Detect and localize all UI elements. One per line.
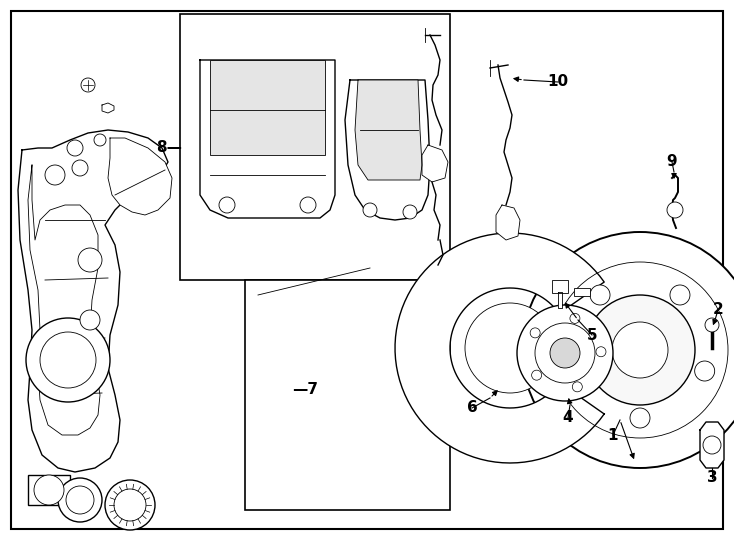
Bar — [574, 288, 590, 296]
Polygon shape — [355, 80, 422, 180]
Circle shape — [94, 134, 106, 146]
Text: 2: 2 — [713, 302, 724, 318]
Bar — [210, 60, 325, 155]
Bar — [28, 475, 70, 505]
Circle shape — [219, 197, 235, 213]
Circle shape — [705, 318, 719, 332]
Circle shape — [300, 197, 316, 213]
Circle shape — [703, 436, 721, 454]
Polygon shape — [200, 60, 335, 218]
Circle shape — [81, 78, 95, 92]
Circle shape — [517, 305, 613, 401]
Circle shape — [26, 318, 110, 402]
Polygon shape — [700, 422, 724, 468]
Polygon shape — [422, 145, 448, 182]
Circle shape — [80, 310, 100, 330]
Polygon shape — [108, 138, 172, 215]
Circle shape — [403, 205, 417, 219]
Polygon shape — [496, 205, 520, 240]
Circle shape — [630, 408, 650, 428]
Circle shape — [72, 160, 88, 176]
Text: 5: 5 — [586, 327, 597, 342]
Circle shape — [363, 203, 377, 217]
Polygon shape — [28, 165, 100, 435]
Circle shape — [552, 262, 728, 438]
Circle shape — [66, 486, 94, 514]
Circle shape — [67, 140, 83, 156]
Text: 1: 1 — [608, 428, 618, 442]
Circle shape — [670, 285, 690, 305]
Circle shape — [522, 232, 734, 468]
Text: 6: 6 — [467, 401, 477, 415]
Circle shape — [590, 285, 610, 305]
Text: 10: 10 — [548, 75, 569, 90]
Circle shape — [45, 165, 65, 185]
Polygon shape — [18, 130, 168, 472]
Circle shape — [530, 328, 540, 338]
Circle shape — [596, 347, 606, 357]
Text: 9: 9 — [666, 154, 677, 170]
Circle shape — [565, 361, 585, 381]
Polygon shape — [558, 292, 562, 308]
Circle shape — [465, 303, 555, 393]
Circle shape — [105, 480, 155, 530]
Polygon shape — [395, 233, 604, 463]
Circle shape — [40, 332, 96, 388]
Circle shape — [667, 202, 683, 218]
Polygon shape — [102, 103, 114, 113]
Text: 8—: 8— — [156, 140, 182, 156]
Bar — [552, 280, 568, 293]
Circle shape — [535, 323, 595, 383]
Bar — [180, 14, 450, 280]
Circle shape — [570, 313, 580, 323]
Circle shape — [34, 475, 64, 505]
Text: —7: —7 — [292, 382, 318, 397]
Circle shape — [58, 478, 102, 522]
Text: 4: 4 — [563, 410, 573, 426]
Circle shape — [114, 489, 146, 521]
Circle shape — [531, 370, 542, 380]
Circle shape — [694, 361, 715, 381]
Circle shape — [573, 382, 582, 392]
Bar — [245, 280, 450, 510]
Circle shape — [585, 295, 695, 405]
Circle shape — [550, 338, 580, 368]
Polygon shape — [345, 80, 430, 220]
Circle shape — [78, 248, 102, 272]
Text: 3: 3 — [707, 470, 717, 485]
Circle shape — [612, 322, 668, 378]
